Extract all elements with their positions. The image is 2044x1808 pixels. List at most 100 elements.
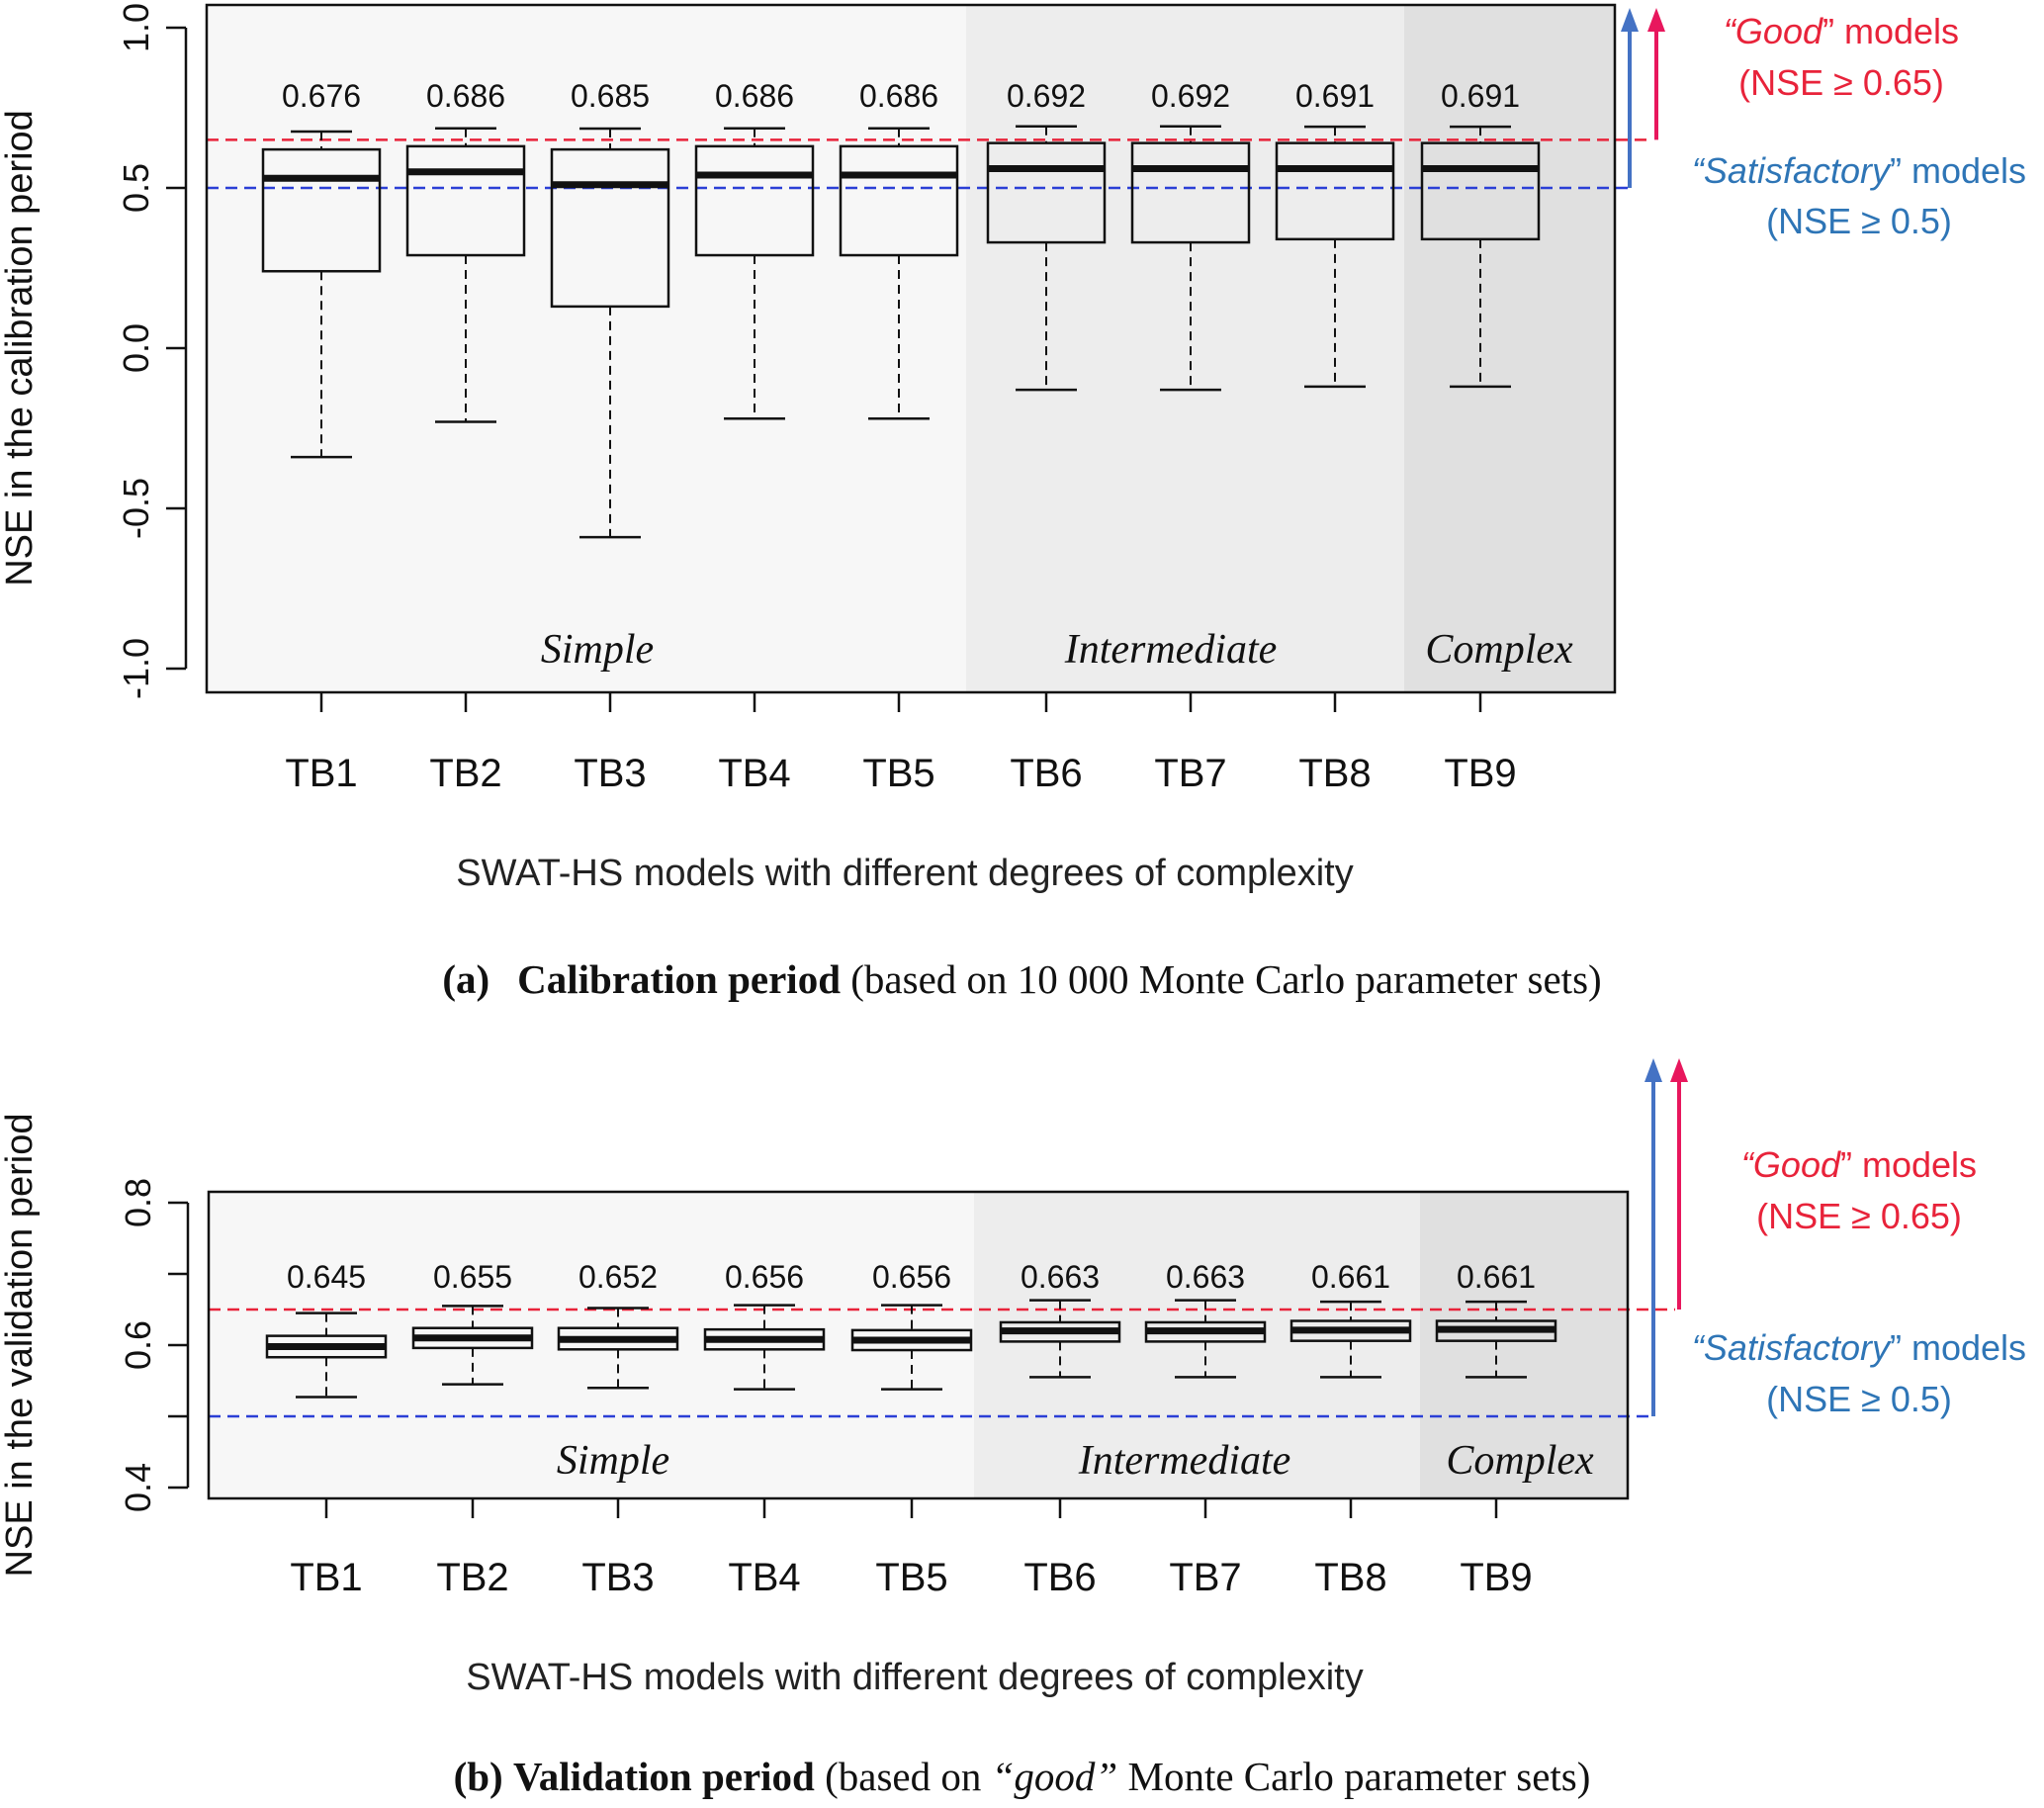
- chart-panel-validation: 0.645 TB1 0.655 TB2 0.652 TB3 0.656 TB4 0.656 TB5…: [0, 1058, 2026, 1698]
- max-value-label: 0.686: [426, 78, 505, 114]
- box-tb9: [1435, 1300, 1557, 1379]
- x-tick-label-tb3: TB3: [574, 752, 646, 795]
- satisfactory-quote-open: “: [1692, 150, 1706, 191]
- group-label-simple: Simple: [541, 627, 654, 673]
- caption-validation: (b) Validation period (based on “good” M…: [0, 1753, 2044, 1800]
- group-shade-complex: [1404, 5, 1615, 692]
- box-tb5: [839, 127, 959, 420]
- box-tb4: [703, 1304, 826, 1391]
- max-value-label: 0.656: [725, 1259, 804, 1295]
- caption-b-detail-post: Monte Carlo parameter sets): [1117, 1754, 1591, 1799]
- good-quote-close: ”: [1840, 1144, 1852, 1185]
- satisfactory-word: Satisfactory: [1704, 1327, 1892, 1368]
- y-tick-label: 0.0: [116, 323, 156, 373]
- group-shade-simple: [207, 5, 966, 692]
- max-value-label: 0.652: [578, 1259, 658, 1295]
- y-tick-label: 0.4: [118, 1463, 158, 1512]
- satisfactory-quote-open: “: [1692, 1327, 1706, 1368]
- x-tick-label-tb6: TB6: [1023, 1556, 1096, 1599]
- y-axis-title: NSE in the calibration period: [0, 110, 41, 587]
- y-tick-label: -0.5: [116, 478, 156, 539]
- box-tb3: [550, 127, 670, 539]
- satisfactory-models-text: models: [1902, 1327, 2026, 1368]
- good-models-text: models: [1834, 11, 1959, 51]
- max-value-label: 0.656: [872, 1259, 951, 1295]
- group-label-intermediate: Intermediate: [1078, 1438, 1291, 1484]
- good-quote-open: “: [1741, 1144, 1755, 1185]
- satisfactory-quote-close: ”: [1890, 150, 1902, 191]
- box-tb6: [999, 1299, 1121, 1379]
- box-tb2: [405, 127, 526, 423]
- box-tb4: [694, 127, 815, 420]
- iqr-box: [550, 147, 670, 309]
- iqr-box: [839, 144, 959, 257]
- group-shade-intermediate: [966, 5, 1404, 692]
- satisfactory-models-text: models: [1902, 150, 2026, 191]
- satisfactory-models-label: “Satisfactory” models: [1692, 1327, 2026, 1368]
- caption-a-label: (a): [442, 956, 490, 1002]
- max-value-label: 0.686: [859, 78, 938, 114]
- iqr-box: [694, 144, 815, 257]
- caption-b-label: (b): [453, 1754, 503, 1799]
- x-tick-label-tb1: TB1: [285, 752, 357, 795]
- box-tb1: [261, 130, 382, 459]
- x-tick-label-tb4: TB4: [718, 752, 790, 795]
- y-tick-label: -1.0: [116, 638, 156, 699]
- iqr-box: [405, 144, 526, 257]
- group-label-simple: Simple: [557, 1438, 669, 1484]
- caption-b-good: “good”: [991, 1754, 1118, 1799]
- good-criterion: (NSE ≥ 0.65): [1756, 1196, 1962, 1236]
- max-value-label: 0.692: [1151, 78, 1230, 114]
- iqr-box: [986, 141, 1107, 244]
- max-value-label: 0.691: [1295, 78, 1375, 114]
- max-value-label: 0.661: [1311, 1259, 1390, 1295]
- x-tick-label-tb9: TB9: [1444, 752, 1516, 795]
- y-axis-title: NSE in the validation period: [0, 1114, 41, 1578]
- iqr-box: [1420, 141, 1541, 241]
- good-arrow-head: [1670, 1058, 1688, 1082]
- box-tb9: [1420, 125, 1541, 389]
- x-tick-label-tb2: TB2: [429, 752, 501, 795]
- good-arrow-head: [1647, 8, 1665, 32]
- satisfactory-arrow-head: [1644, 1058, 1662, 1082]
- iqr-box: [261, 147, 382, 273]
- x-axis-title: SWAT-HS models with different degrees of…: [466, 1657, 1363, 1698]
- satisfactory-criterion: (NSE ≥ 0.5): [1766, 201, 1952, 241]
- iqr-box: [1130, 141, 1251, 244]
- x-tick-label-tb9: TB9: [1460, 1556, 1532, 1599]
- max-value-label: 0.661: [1457, 1259, 1536, 1295]
- x-tick-label-tb6: TB6: [1010, 752, 1082, 795]
- group-shade-complex: [1420, 1192, 1628, 1498]
- max-value-label: 0.686: [715, 78, 794, 114]
- satisfactory-quote-close: ”: [1890, 1327, 1902, 1368]
- good-criterion: (NSE ≥ 0.65): [1738, 62, 1944, 103]
- x-tick-label-tb8: TB8: [1314, 1556, 1386, 1599]
- group-shade-intermediate: [974, 1192, 1420, 1498]
- y-tick-label: 0.5: [116, 163, 156, 213]
- max-value-label: 0.645: [287, 1259, 366, 1295]
- good-quote-open: “: [1724, 11, 1737, 51]
- x-tick-label-tb7: TB7: [1169, 1556, 1241, 1599]
- plot-frame: [205, 3, 1617, 694]
- satisfactory-models-label: “Satisfactory” models: [1692, 150, 2026, 191]
- x-tick-label-tb2: TB2: [436, 1556, 508, 1599]
- caption-b-detail-pre: (based on: [814, 1754, 992, 1799]
- good-word: Good: [1735, 11, 1823, 51]
- box-tb5: [850, 1304, 973, 1391]
- group-label-complex: Complex: [1425, 627, 1573, 673]
- caption-calibration: (a) Calibration period (based on 10 000 M…: [0, 955, 2044, 1003]
- good-word: Good: [1753, 1144, 1841, 1185]
- max-value-label: 0.663: [1021, 1259, 1100, 1295]
- y-tick-label: 1.0: [116, 3, 156, 52]
- x-tick-label-tb7: TB7: [1154, 752, 1226, 795]
- x-tick-label-tb8: TB8: [1298, 752, 1371, 795]
- x-axis-title: SWAT-HS models with different degrees of…: [456, 853, 1353, 894]
- box-tb7: [1130, 125, 1251, 392]
- caption-b-title: Validation period: [512, 1754, 815, 1799]
- group-label-complex: Complex: [1446, 1438, 1594, 1484]
- plot-frame: [207, 1190, 1630, 1500]
- x-tick-label-tb3: TB3: [581, 1556, 654, 1599]
- good-quote-close: ”: [1822, 11, 1834, 51]
- good-models-label: “Good” models: [1724, 11, 1959, 51]
